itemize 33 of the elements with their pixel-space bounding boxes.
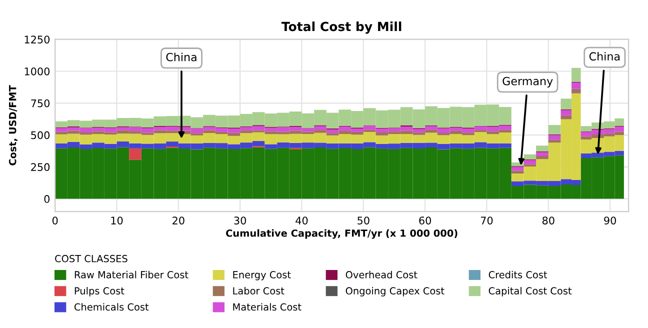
legend-label: Raw Material Fiber Cost: [74, 270, 188, 278]
y-tick-label: 1000: [24, 67, 50, 76]
x-tick-label: 50: [358, 216, 370, 224]
x-tick-label: 90: [604, 216, 616, 224]
legend-label: Energy Cost: [233, 271, 291, 280]
y-tick-label: 0: [44, 195, 50, 203]
x-axis-title: Cumulative Capacity, FMT/yr (x 1 000 000): [226, 229, 458, 239]
legend-label: Materials Cost: [233, 303, 302, 311]
x-tick-label: 80: [542, 216, 554, 224]
annotation: Germany: [502, 76, 553, 88]
legend-label: Overhead Cost: [346, 270, 418, 278]
legend-label: Ongoing Capex Cost: [346, 286, 444, 296]
x-tick-label: 10: [111, 216, 123, 224]
y-tick-label: 750: [31, 99, 50, 108]
x-tick-label: 40: [296, 216, 308, 224]
x-tick-label: 30: [234, 216, 246, 224]
y-tick-label: 500: [31, 131, 50, 140]
legend-label: Pulps Cost: [74, 286, 124, 296]
y-axis-title: Cost, USD/FMT: [8, 85, 18, 166]
legend-label: Credits Cost: [488, 270, 548, 278]
y-tick-label: 250: [31, 163, 50, 172]
annotation: China: [589, 52, 620, 61]
legend-title: COST CLASSES: [55, 254, 128, 262]
x-tick-label: 60: [419, 216, 432, 224]
legend-label: Labor Cost: [233, 286, 284, 295]
x-tick-label: 0: [52, 216, 58, 224]
y-tick-label: 1250: [24, 36, 50, 44]
x-tick-label: 70: [480, 216, 493, 224]
annotation: China: [166, 52, 196, 62]
x-tick-label: 20: [172, 216, 184, 224]
chart-title: Total Cost by Mill: [281, 22, 402, 34]
legend-label: Chemicals Cost: [74, 303, 149, 311]
legend-label: Capital Cost Cost: [488, 286, 572, 296]
